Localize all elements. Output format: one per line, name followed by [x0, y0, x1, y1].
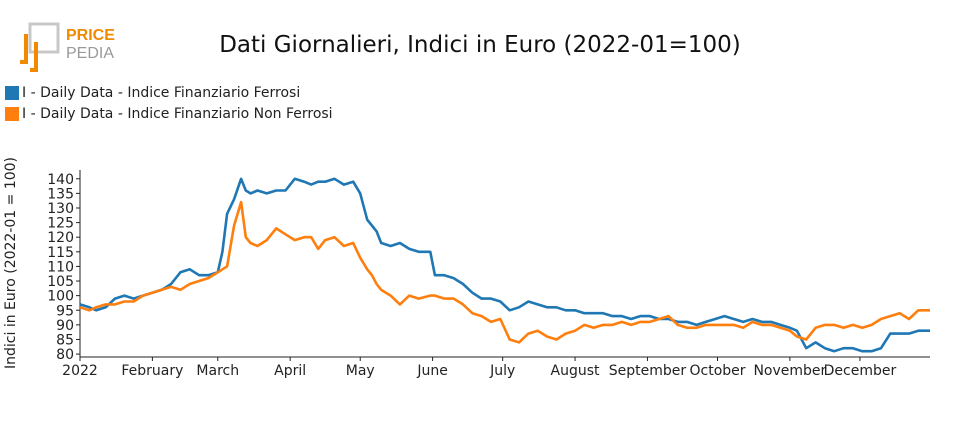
legend-swatch-ferrosi	[5, 86, 19, 100]
y-tick-label: 95	[56, 303, 74, 319]
y-tick-label: 105	[47, 274, 74, 290]
x-tick-label: July	[489, 363, 515, 379]
legend-label-ferrosi: I - Daily Data - Indice Finanziario Ferr…	[22, 85, 301, 101]
pricepedia-logo: PRICE PEDIA	[20, 22, 115, 72]
x-tick-label: September	[609, 363, 687, 379]
y-tick-label: 110	[47, 259, 74, 275]
series-lines	[79, 177, 930, 353]
x-tick-label: November	[753, 363, 826, 379]
x-tick-label: June	[416, 363, 448, 379]
x-tick-label: August	[551, 363, 601, 379]
legend-swatch-non-ferrosi	[5, 107, 19, 121]
y-tick-label: 130	[47, 201, 74, 217]
x-tick-label: May	[346, 363, 375, 379]
y-tick-label: 135	[47, 186, 74, 202]
x-tick-label: March	[196, 363, 239, 379]
y-tick-label: 140	[47, 172, 74, 188]
y-tick-label: 120	[47, 230, 74, 246]
x-tick-label: 2022	[62, 363, 98, 379]
series-line-ferrosi	[79, 177, 930, 353]
x-tick-label: April	[274, 363, 306, 379]
x-tick-label: February	[121, 363, 183, 379]
chart-title: Dati Giornalieri, Indici in Euro (2022-0…	[219, 32, 741, 58]
series-line-non-ferrosi	[79, 200, 930, 344]
y-axis-label: Indici in Euro (2022-01 = 100)	[3, 157, 19, 369]
y-tick-label: 80	[56, 347, 74, 363]
legend-item-ferrosi[interactable]: I - Daily Data - Indice Finanziario Ferr…	[5, 84, 300, 102]
logo-line1: PRICE	[66, 27, 115, 44]
y-tick-label: 125	[47, 216, 74, 232]
y-tick-label: 90	[56, 318, 74, 334]
legend-item-non-ferrosi[interactable]: I - Daily Data - Indice Finanziario Non …	[5, 105, 333, 123]
x-tick-label: December	[824, 363, 897, 379]
y-tick-label: 115	[47, 245, 74, 261]
y-tick-label: 85	[56, 332, 74, 348]
legend-label-non-ferrosi: I - Daily Data - Indice Finanziario Non …	[22, 106, 333, 122]
logo-line2: PEDIA	[66, 45, 114, 62]
y-tick-label: 100	[47, 289, 74, 305]
x-tick-label: October	[689, 363, 745, 379]
